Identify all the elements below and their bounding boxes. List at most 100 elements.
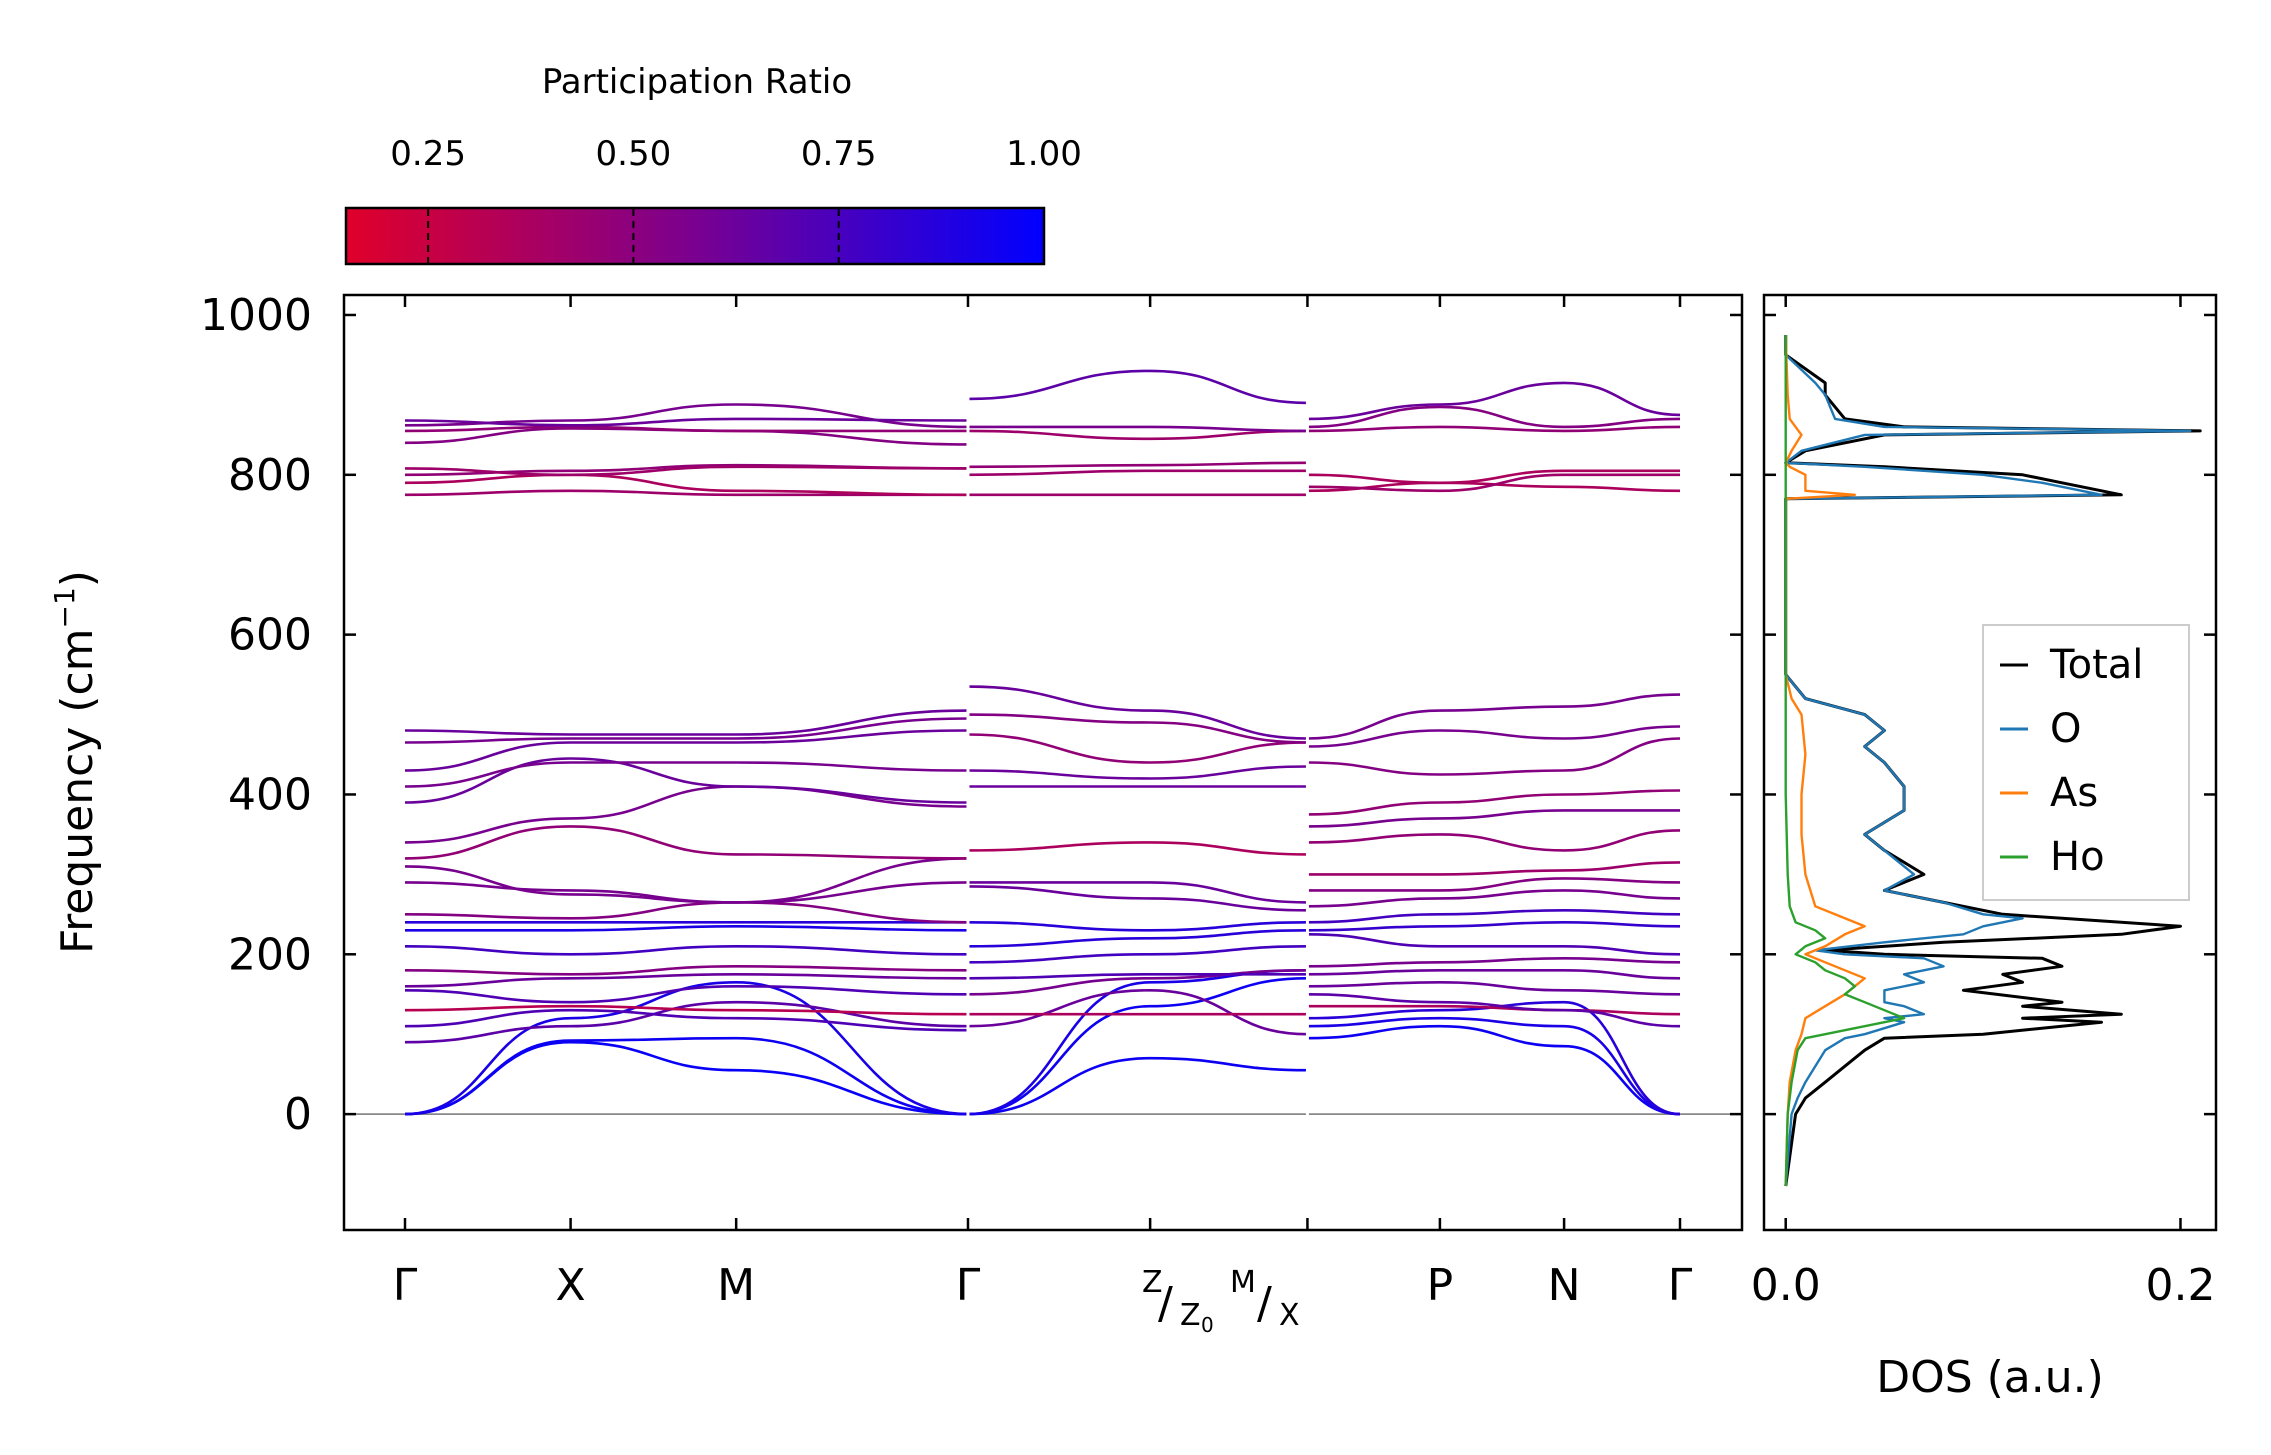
- legend-label-o: O: [2050, 706, 2081, 752]
- dos-curves: [1784, 334, 2202, 1187]
- dos-panel: 0.0 0.2 DOS (a.u.) Total O As Ho: [1751, 293, 2218, 1403]
- band-1-5: [967, 969, 1308, 996]
- band-0-23: [404, 473, 969, 497]
- phonon-bands: [404, 369, 1681, 1116]
- colorbar-tick-label-2: 0.75: [801, 134, 877, 174]
- y-tick-label-0: 1000: [200, 290, 312, 341]
- band-0-27: [404, 425, 968, 433]
- x-tick-label-8: Γ: [1668, 1260, 1693, 1311]
- dos-x-tick-label-1: 0.2: [2145, 1260, 2215, 1311]
- band-0-12: [404, 901, 969, 924]
- band-0-6: [404, 984, 969, 1004]
- band-0-5: [404, 1004, 969, 1016]
- dos-legend: Total O As Ho: [1982, 624, 2190, 901]
- band-0-17: [404, 757, 969, 804]
- band-1-15: [967, 733, 1308, 764]
- label-M: M: [1230, 1265, 1256, 1300]
- band-2-12: [1307, 877, 1681, 892]
- y-axis-ticks: 1000 800 600 400 200 0: [200, 290, 2216, 1140]
- band-0-0: [404, 1040, 969, 1116]
- band-2-18: [1307, 725, 1681, 748]
- band-2-11: [1307, 889, 1681, 908]
- band-2-21: [1307, 473, 1680, 493]
- legend-box: [1982, 624, 2190, 901]
- legend-label-ho: Ho: [2050, 834, 2105, 880]
- band-0-29: [404, 417, 969, 427]
- band-1-0: [967, 1056, 1308, 1116]
- band-0-15: [404, 825, 969, 860]
- band-1-9: [967, 921, 1308, 932]
- band-2-0: [1307, 1024, 1681, 1116]
- colorbar-gradient: [344, 206, 1046, 266]
- band-1-14: [967, 765, 1308, 780]
- band-0-8: [404, 964, 969, 976]
- band-2-9: [1307, 920, 1681, 932]
- band-1-12: [967, 841, 1308, 856]
- band-2-23: [1307, 425, 1681, 433]
- band-1-20: [967, 461, 1308, 469]
- band-0-9: [404, 944, 969, 956]
- x-tick-label-0: Γ: [393, 1260, 418, 1311]
- y-tick-label-2: 600: [228, 610, 312, 661]
- band-0-16: [404, 785, 969, 844]
- band-2-3: [1307, 1004, 1681, 1016]
- legend-label-as: As: [2050, 770, 2098, 816]
- band-0-24: [404, 463, 969, 477]
- band-0-10: [405, 924, 969, 932]
- zone-boundary-label: Z / Z 0 M / X: [1142, 1265, 1300, 1337]
- band-2-4: [1307, 993, 1681, 1028]
- band-2-7: [1307, 956, 1681, 968]
- band-0-13: [404, 881, 969, 904]
- band-2-16: [1307, 789, 1681, 816]
- band-0-14: [404, 857, 969, 904]
- colorbar-title: Participation Ratio: [542, 62, 852, 102]
- colorbar: Participation Ratio 0.25 0.50 0.75 1.00: [344, 62, 1082, 266]
- band-2-14: [1307, 829, 1681, 852]
- band-2-17: [1307, 737, 1681, 776]
- label-Z0: Z: [1180, 1298, 1201, 1333]
- band-1-10: [967, 885, 1308, 912]
- band-1-3: [967, 988, 1308, 1036]
- band-1-22: [967, 425, 1308, 433]
- legend-label-total: Total: [2049, 642, 2143, 688]
- band-2-5: [1307, 980, 1681, 996]
- band-0-22: [404, 489, 968, 497]
- band-2-19: [1307, 693, 1681, 740]
- band-1-8: [967, 929, 1308, 948]
- band-1-21: [967, 429, 1308, 441]
- band-2-24: [1307, 405, 1681, 429]
- y-tick-label-1: 800: [228, 450, 312, 501]
- y-tick-label-4: 200: [228, 929, 312, 980]
- dos-curve-o: [1784, 335, 2192, 1187]
- label-Z0-subscript: 0: [1201, 1313, 1214, 1337]
- band-0-18: [404, 761, 969, 788]
- band-1-7: [967, 945, 1308, 964]
- band-0-25: [404, 465, 969, 477]
- label-slash-2: /: [1257, 1278, 1272, 1329]
- dos-axis-ticks: 0.0 0.2: [1751, 295, 2215, 1311]
- dos-x-axis-label: DOS (a.u.): [1876, 1352, 2104, 1403]
- colorbar-tick-label-1: 0.50: [596, 134, 672, 174]
- x-tick-label-3: Γ: [956, 1260, 981, 1311]
- colorbar-tick-label-3: 1.00: [1006, 134, 1082, 174]
- band-0-3: [404, 1000, 969, 1044]
- x-tick-label-2: M: [717, 1260, 755, 1311]
- band-plot-frame: [342, 293, 1744, 1232]
- band-2-15: [1307, 809, 1680, 828]
- y-axis-label: Frequency (cm−1): [48, 570, 103, 954]
- band-1-6: [967, 972, 1308, 980]
- dos-plot-frame: [1762, 293, 2218, 1232]
- band-1-23: [967, 369, 1308, 405]
- band-0-20: [404, 717, 969, 744]
- band-0-1: [404, 1036, 969, 1116]
- band-0-19: [404, 729, 969, 772]
- y-tick-label-5: 0: [284, 1089, 312, 1140]
- band-1-17: [967, 685, 1308, 740]
- label-X: X: [1279, 1298, 1300, 1333]
- band-2-6: [1307, 968, 1681, 980]
- band-0-7: [404, 972, 969, 988]
- x-tick-label-7: N: [1548, 1260, 1581, 1311]
